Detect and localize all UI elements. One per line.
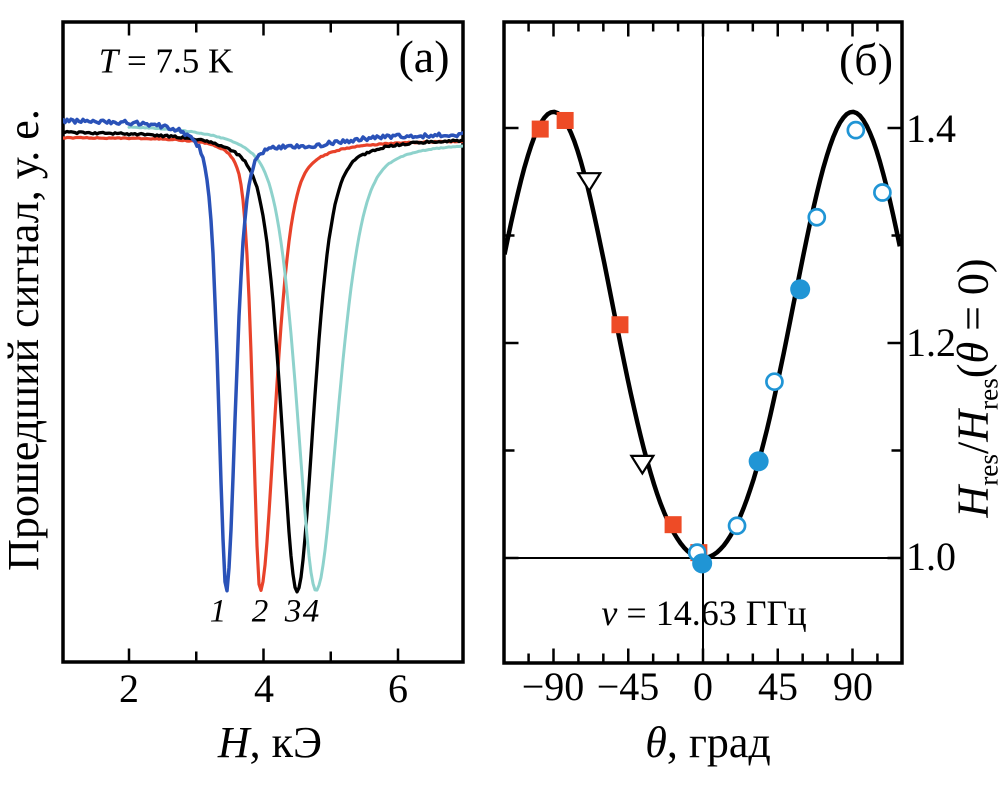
res-subscript: res [973, 453, 1004, 486]
panel-b-frequency-annotation: ν = 14.63 ГГц [601, 595, 806, 631]
temperature-symbol: T [98, 41, 119, 81]
marker-open-circle [727, 516, 747, 536]
panel-a-xtick-2: 2 [119, 666, 139, 711]
curve-label-3: 3 [284, 593, 302, 630]
absorption-curve-4 [127, 125, 463, 592]
marker-square [556, 111, 574, 129]
marker-open-triangle [576, 172, 603, 193]
panel-b-ytick-1-0: 1.0 [906, 534, 956, 579]
marker-open-circle [846, 120, 866, 140]
panel-b-ytick-1-2: 1.2 [906, 320, 956, 365]
temperature-value: = 7.5 K [118, 41, 234, 81]
curve-label-1: 1 [209, 593, 227, 630]
field-units: , кЭ [249, 718, 323, 767]
panel-b-xtick-0: 0 [693, 664, 713, 709]
frequency-symbol: ν [601, 593, 618, 633]
panel-a-xlabel: H, кЭ [218, 721, 322, 765]
marker-open-circle [807, 207, 827, 227]
marker-square [664, 516, 682, 534]
panel-a-temperature-annotation: T = 7.5 K [99, 44, 233, 79]
curve-label-2: 2 [251, 593, 269, 630]
absorption-curve-3 [63, 129, 463, 594]
theta-eq-zero: = 0) [948, 258, 998, 342]
marker-open-circle [873, 183, 892, 202]
hres-symbol-2: H [948, 409, 998, 442]
hres-symbol: H [948, 485, 998, 518]
marker-filled-circle [790, 279, 811, 300]
marker-open-triangle [629, 454, 656, 476]
res-subscript-2: res [973, 378, 1004, 410]
ratio-slash: / [948, 441, 998, 454]
curve-label-4: 4 [302, 593, 320, 630]
theta-symbol: θ [645, 718, 667, 767]
panel-b-tag: (б) [838, 34, 894, 85]
marker-square [611, 316, 629, 334]
panel-b-xtick-m45: −45 [596, 664, 660, 709]
panel-a-frame [61, 20, 465, 664]
marker-square [531, 120, 549, 138]
panel-a-xtick-4: 4 [254, 666, 274, 711]
theta-units: , град [666, 718, 771, 767]
panel-b-xtick-45: 45 [758, 664, 798, 709]
panel-a-tag: (a) [398, 31, 450, 82]
marker-open-circle [765, 372, 784, 392]
panel-b-ytick-1-4: 1.4 [906, 106, 956, 151]
panel-b-xtick-90: 90 [833, 664, 873, 709]
panel-a-xtick-6: 6 [388, 666, 408, 711]
panel-b-ylabel: Hres/Hres(θ = 0) [948, 258, 1004, 518]
theta-symbol-2: θ [948, 341, 998, 364]
marker-filled-circle [692, 553, 713, 574]
absorption-curve-1 [63, 117, 463, 593]
marker-filled-circle [748, 451, 769, 472]
field-symbol: H [217, 718, 250, 767]
absorption-curve-2 [63, 135, 463, 592]
paren-open: ( [948, 363, 998, 379]
panel-a-ylabel: Прошедший сигнал, у. е. [0, 109, 48, 571]
frequency-value: = 14.63 ГГц [617, 593, 807, 633]
panel-b-xlabel: θ, град [645, 721, 771, 765]
panel-b-xtick-m90: −90 [521, 664, 585, 709]
